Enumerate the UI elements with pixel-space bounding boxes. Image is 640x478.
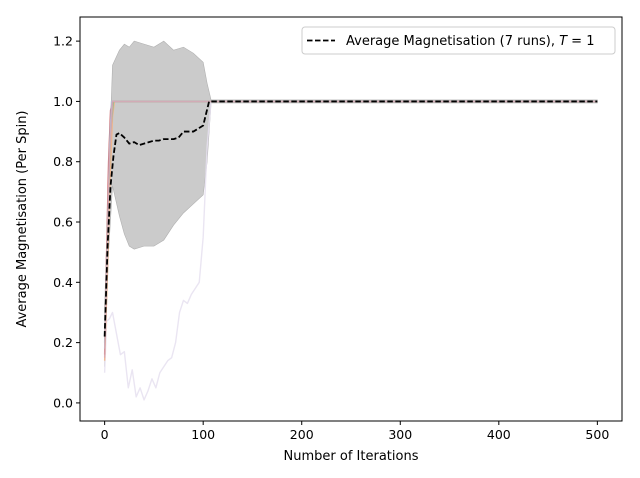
x-tick-label: 300: [388, 427, 412, 442]
std-band: [104, 40, 598, 367]
legend: Average Magnetisation (7 runs), T = 1: [301, 26, 616, 55]
axes-frame: [79, 16, 623, 422]
plot-content: [103, 40, 598, 401]
y-tick-label: 1.0: [53, 94, 73, 109]
legend-label-suffix: = 1: [567, 34, 594, 49]
axes: 0 100 200 300 400 500 0.0 0.2 0.4 0.6 0.8 1.0 1.2: [53, 16, 623, 442]
plot-area: [103, 40, 598, 401]
legend-box: [301, 26, 616, 55]
y-tick-label: 0.2: [53, 335, 73, 350]
y-tick-label: 0.8: [53, 154, 73, 169]
x-tick-label: 400: [487, 427, 511, 442]
run-line-1: [103, 100, 598, 401]
y-axis-title: Average Magnetisation (Per Spin): [15, 110, 30, 327]
legend-label-prefix: Average Magnetisation (7 runs),: [346, 34, 559, 49]
x-axis-title: Number of Iterations: [284, 449, 419, 464]
x-tick-label: 0: [101, 427, 109, 442]
mean-line: [103, 100, 598, 337]
y-tick-label: 0.6: [53, 215, 73, 230]
legend-label: Average Magnetisation (7 runs), T = 1: [346, 34, 594, 49]
y-tick-label: 0.4: [53, 275, 73, 290]
y-tick-label: 0.0: [53, 395, 73, 410]
legend-label-math: T: [559, 34, 568, 49]
x-tick-label: 500: [585, 427, 609, 442]
y-tick-label: 1.2: [53, 34, 73, 49]
x-tick-label: 200: [290, 427, 314, 442]
x-tick-label: 100: [191, 427, 215, 442]
